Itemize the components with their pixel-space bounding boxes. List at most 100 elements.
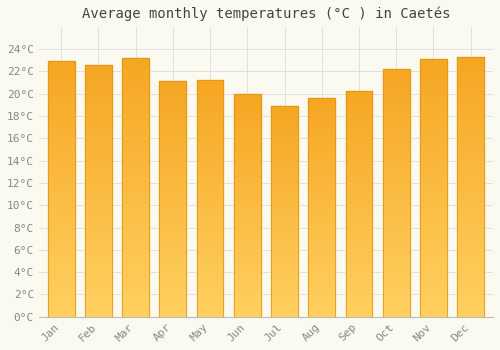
Bar <box>196 303 224 307</box>
Bar <box>308 107 335 111</box>
Bar <box>234 174 260 178</box>
Bar <box>196 156 224 161</box>
Bar <box>383 203 409 208</box>
Bar <box>308 225 335 229</box>
Bar <box>48 122 74 128</box>
Bar <box>160 176 186 180</box>
Bar <box>458 244 484 249</box>
Bar <box>160 110 186 114</box>
Bar <box>234 116 260 120</box>
Bar <box>160 232 186 237</box>
Bar <box>160 298 186 303</box>
Bar <box>160 147 186 152</box>
Bar <box>85 272 112 276</box>
Bar <box>48 184 74 189</box>
Bar <box>85 75 112 80</box>
Bar <box>85 307 112 312</box>
Bar <box>271 152 298 156</box>
Bar <box>383 109 409 114</box>
Bar <box>420 198 447 203</box>
Bar <box>271 110 298 114</box>
Bar <box>160 190 186 194</box>
Bar <box>308 269 335 273</box>
Bar <box>234 94 260 317</box>
Bar <box>383 94 409 99</box>
Bar <box>160 133 186 138</box>
Bar <box>234 308 260 312</box>
Bar <box>48 169 74 174</box>
Bar <box>234 201 260 205</box>
Bar <box>346 155 372 159</box>
Bar <box>271 258 298 262</box>
Bar <box>196 137 224 142</box>
Bar <box>48 261 74 266</box>
Bar <box>85 261 112 266</box>
Bar <box>346 168 372 173</box>
Bar <box>308 168 335 173</box>
Bar <box>160 274 186 279</box>
Bar <box>420 116 447 121</box>
Bar <box>160 105 186 110</box>
Bar <box>420 136 447 142</box>
Bar <box>308 181 335 186</box>
Bar <box>160 204 186 209</box>
Bar <box>234 152 260 156</box>
Bar <box>458 171 484 176</box>
Bar <box>196 80 224 85</box>
Bar <box>85 110 112 115</box>
Bar <box>85 95 112 100</box>
Bar <box>48 61 74 317</box>
Bar <box>346 91 372 317</box>
Bar <box>234 237 260 241</box>
Bar <box>85 236 112 241</box>
Bar <box>458 145 484 150</box>
Bar <box>85 231 112 236</box>
Bar <box>346 263 372 267</box>
Bar <box>271 245 298 249</box>
Bar <box>308 243 335 247</box>
Bar <box>48 102 74 107</box>
Bar <box>346 267 372 272</box>
Bar <box>48 291 74 296</box>
Bar <box>122 255 149 260</box>
Bar <box>383 262 409 267</box>
Bar <box>48 118 74 122</box>
Bar <box>160 86 186 91</box>
Bar <box>160 218 186 223</box>
Bar <box>271 169 298 174</box>
Bar <box>48 163 74 169</box>
Bar <box>271 249 298 253</box>
Bar <box>196 217 224 222</box>
Bar <box>383 282 409 287</box>
Bar <box>160 194 186 199</box>
Bar <box>196 194 224 198</box>
Bar <box>271 220 298 224</box>
Bar <box>48 174 74 179</box>
Bar <box>196 227 224 232</box>
Bar <box>458 83 484 88</box>
Bar <box>420 157 447 162</box>
Bar <box>420 183 447 188</box>
Bar <box>383 183 409 188</box>
Bar <box>383 168 409 173</box>
Bar <box>122 208 149 213</box>
Bar <box>458 270 484 275</box>
Bar <box>85 297 112 302</box>
Bar <box>383 287 409 292</box>
Bar <box>48 77 74 82</box>
Bar <box>308 177 335 181</box>
Bar <box>271 165 298 169</box>
Bar <box>271 148 298 152</box>
Bar <box>308 229 335 234</box>
Bar <box>346 127 372 132</box>
Bar <box>196 307 224 312</box>
Bar <box>383 89 409 94</box>
Bar <box>196 80 224 317</box>
Bar <box>85 161 112 166</box>
Bar <box>346 110 372 114</box>
Bar <box>420 147 447 152</box>
Bar <box>458 114 484 119</box>
Bar <box>122 94 149 99</box>
Bar <box>85 216 112 221</box>
Bar <box>196 255 224 260</box>
